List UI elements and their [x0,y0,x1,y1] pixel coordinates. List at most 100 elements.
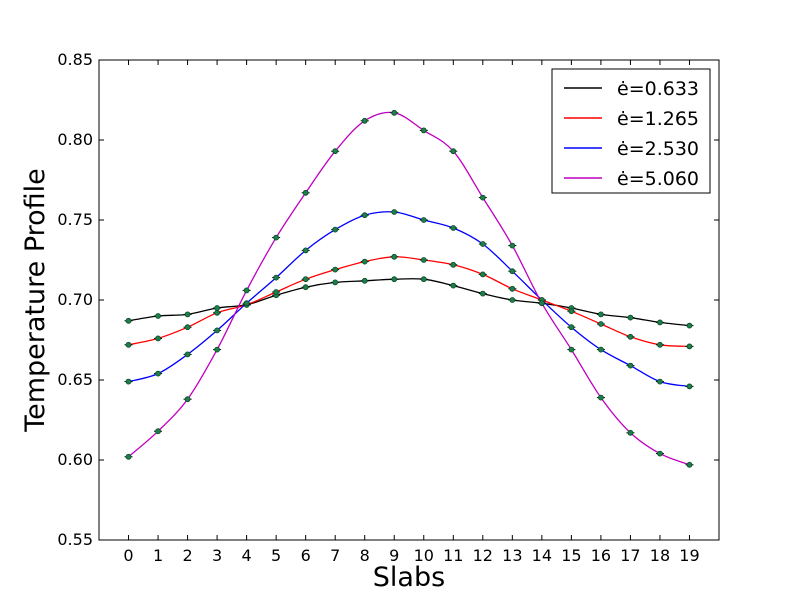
y-tick-label: 0.65 [57,370,93,389]
data-point-0-17 [626,314,635,321]
data-point-2-8 [360,212,369,219]
data-point-1-16 [596,321,605,327]
data-point-3-15 [567,346,576,353]
marker [686,383,693,390]
data-point-3-1 [154,428,163,435]
data-point-0-3 [213,305,222,311]
marker [479,271,486,278]
data-point-3-13 [508,242,517,249]
data-point-0-6 [301,284,310,291]
marker [568,308,575,315]
data-point-2-5 [272,274,281,281]
data-point-1-0 [124,341,133,348]
x-tick-label: 17 [620,546,640,565]
x-tick-label: 12 [473,546,493,565]
data-point-1-18 [655,341,664,348]
data-point-1-1 [154,335,163,342]
marker [420,127,427,134]
marker [243,300,250,307]
data-point-1-3 [213,309,222,316]
marker [332,226,339,233]
legend-label-0: ė=0.633 [617,78,699,100]
series-line-3 [128,111,690,466]
data-point-1-10 [419,257,428,263]
marker [214,305,220,311]
x-tick-label: 14 [532,546,552,565]
data-point-1-15 [567,308,576,315]
marker [627,429,634,436]
marker [361,212,368,219]
marker [361,277,368,284]
marker [509,268,516,275]
data-point-2-4 [242,300,251,307]
data-point-2-11 [449,225,458,231]
marker [450,148,457,155]
marker [538,300,545,307]
data-point-2-3 [213,327,222,334]
data-point-3-5 [272,234,281,241]
x-tick-label: 1 [153,546,163,565]
data-point-2-10 [419,217,428,223]
data-point-0-10 [419,276,428,283]
data-point-3-2 [183,396,192,403]
marker [125,317,132,324]
marker [273,274,280,281]
data-point-2-7 [331,226,340,233]
legend-box [551,68,711,194]
x-tick-label: 3 [212,546,222,565]
data-point-2-2 [183,351,192,358]
x-tick-label: 11 [443,546,463,565]
x-tick-label: 4 [242,546,252,565]
legend-label-3: ė=5.060 [617,168,699,190]
data-point-0-8 [360,277,369,284]
marker [332,279,339,286]
x-tick-label: 5 [271,546,281,565]
marker [273,289,280,295]
marker [302,189,309,196]
data-point-0-9 [390,276,399,283]
marker [155,370,161,377]
data-point-1-19 [685,343,694,350]
y-tick-label: 0.85 [57,50,93,69]
marker [214,327,220,334]
marker [391,109,398,116]
marker [686,322,693,329]
y-tick-label: 0.80 [57,130,93,149]
x-tick-label: 16 [591,546,611,565]
data-point-0-7 [331,279,340,286]
data-point-3-18 [655,450,664,457]
data-point-0-0 [124,317,133,324]
marker [332,266,339,273]
data-point-2-6 [301,247,310,254]
data-point-0-1 [154,313,163,319]
data-point-3-4 [242,287,251,294]
data-point-1-6 [301,276,310,283]
x-tick-label: 8 [360,546,370,565]
marker [155,313,161,319]
y-axis-label: Temperature Profile [20,168,51,433]
data-point-1-17 [626,333,635,340]
marker [184,324,191,331]
x-tick-label: 15 [561,546,581,565]
marker [598,346,604,353]
marker [243,287,250,294]
data-point-1-5 [272,289,281,295]
legend-label-2: ė=2.530 [617,138,699,160]
marker [420,257,427,263]
x-tick-label: 7 [330,546,340,565]
marker [509,285,516,292]
marker [657,319,663,326]
data-point-2-0 [124,378,133,385]
data-point-2-18 [655,378,664,385]
x-tick-label: 18 [650,546,670,565]
marker [125,341,132,348]
marker [214,346,220,353]
marker [657,378,663,385]
x-tick-label: 9 [389,546,399,565]
data-point-3-9 [390,109,399,116]
marker [450,261,457,268]
data-point-3-0 [124,453,133,460]
marker [479,241,486,247]
marker [391,209,398,215]
